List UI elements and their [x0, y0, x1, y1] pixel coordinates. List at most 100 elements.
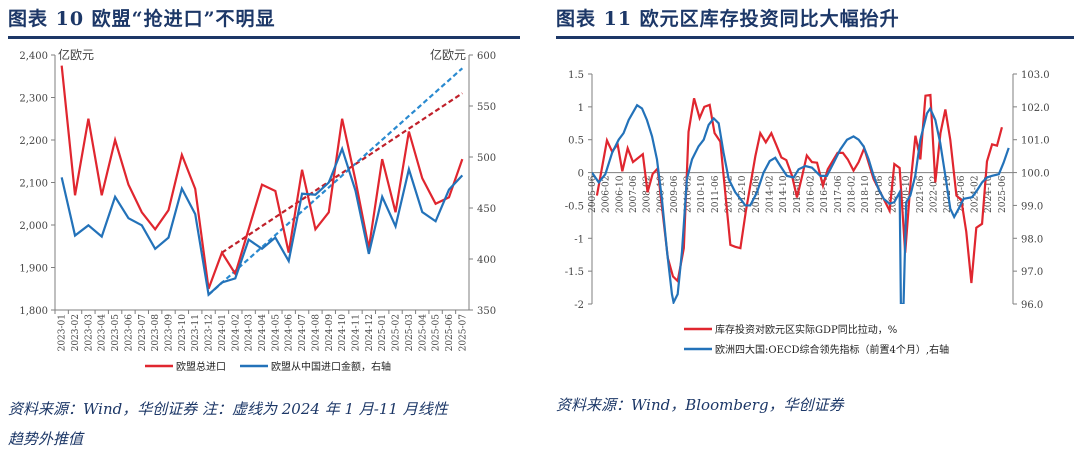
legend-label: 库存投资对欧元区实际GDP同比拉动，%: [715, 323, 897, 336]
x-tick-label: 2024-09: [325, 314, 335, 352]
y-tick-label: 1,900: [19, 264, 48, 275]
x-tick-label: 2008-02: [643, 176, 653, 213]
y2-tick-label: 450: [477, 204, 496, 215]
y-tick-label: 2,100: [19, 179, 48, 190]
x-tick-label: 2024-04: [258, 314, 268, 352]
y-tick-label: 2,400: [19, 51, 48, 62]
right-title-rule: [556, 36, 1074, 39]
x-tick-label: 2014-02: [766, 176, 776, 213]
left-figure-title: 图表 10 欧盟“抢进口”不明显: [8, 8, 276, 30]
x-tick-label: 2023-10: [178, 314, 188, 352]
x-tick-label: 2020-10: [902, 175, 912, 213]
y-tick-label: 2,000: [19, 221, 48, 232]
y2-tick-label: 100.0: [1021, 169, 1050, 180]
x-tick-label: 2025-05: [432, 314, 442, 352]
x-tick-label: 2011-06: [711, 175, 721, 213]
x-tick-label: 2018-10: [861, 175, 871, 213]
right-source: 资料来源：Wind，Bloomberg，华创证券: [556, 396, 844, 414]
y2-tick-label: 350: [477, 306, 496, 317]
x-tick-label: 2010-10: [697, 175, 707, 213]
legend-label: 欧洲四大国:OECD综合领先指标（前置4个月）,右轴: [715, 343, 949, 356]
x-tick-label: 2016-10: [820, 175, 830, 213]
y-tick-label: -1.5: [565, 267, 584, 278]
left-source-line1: 资料来源：Wind，华创证券 注：虚线为 2024 年 1 月-11 月线性: [8, 400, 448, 418]
x-tick-label: 2021-06: [916, 175, 926, 213]
x-tick-label: 2025-02: [392, 314, 402, 351]
y2-tick-label: 102.0: [1021, 103, 1050, 114]
x-tick-label: 2012-10: [738, 175, 748, 213]
x-tick-label: 2025-06: [998, 175, 1008, 213]
x-tick-label: 2023-09: [165, 314, 175, 352]
y2-tick-label: 101.0: [1021, 136, 1050, 147]
y-tick-label: -1: [574, 234, 584, 245]
x-tick-label: 2025-03: [405, 314, 415, 352]
y2-tick-label: 97.0: [1021, 267, 1043, 278]
x-tick-label: 2014-10: [779, 175, 789, 213]
x-tick-label: 2016-02: [807, 176, 817, 213]
series-line: [60, 65, 464, 290]
x-tick-label: 2024-12: [365, 314, 375, 351]
x-tick-label: 2023-11: [191, 314, 201, 351]
x-tick-label: 2024-10: [984, 175, 994, 213]
x-tick-label: 2023-12: [205, 314, 215, 351]
y2-tick-label: 96.0: [1021, 300, 1043, 311]
y-tick-label: -0.5: [565, 201, 584, 212]
y2-tick-label: 98.0: [1021, 234, 1043, 245]
x-tick-label: 2024-07: [298, 314, 308, 352]
x-tick-label: 2025-07: [458, 314, 468, 352]
x-tick-label: 2009-06: [670, 175, 680, 213]
x-tick-label: 2006-02: [602, 176, 612, 213]
x-tick-label: 2023-01: [58, 314, 68, 351]
x-tick-label: 2023-06: [124, 314, 134, 352]
x-tick-label: 2025-01: [378, 314, 388, 351]
x-tick-label: 2023-07: [138, 314, 148, 352]
x-tick-label: 2024-08: [311, 314, 321, 352]
y2-tick-label: 400: [477, 255, 496, 266]
y-unit-label: 亿欧元: [58, 47, 94, 62]
x-tick-label: 2024-05: [271, 314, 281, 352]
x-tick-label: 2006-10: [615, 175, 625, 213]
x-tick-label: 2023-08: [151, 314, 161, 352]
x-tick-label: 2022-02: [930, 176, 940, 213]
y-tick-label: -2: [574, 300, 584, 311]
y-tick-label: 0.5: [568, 136, 584, 147]
x-tick-label: 2024-06: [285, 314, 295, 352]
trend-line: [207, 67, 464, 296]
series-line: [595, 93, 1003, 284]
x-tick-label: 2007-06: [629, 175, 639, 213]
y-tick-label: 1: [578, 103, 584, 114]
y-tick-label: 0: [578, 169, 584, 180]
y-tick-label: 2,300: [19, 94, 48, 105]
x-tick-label: 2017-06: [834, 175, 844, 213]
x-tick-label: 2025-04: [418, 314, 428, 352]
x-tick-label: 2024-02: [231, 314, 241, 351]
x-tick-label: 2005-06: [588, 175, 598, 213]
y2-tick-label: 500: [477, 153, 496, 164]
legend-label: 欧盟从中国进口金额，右轴: [271, 360, 391, 373]
x-tick-label: 2012-02: [725, 176, 735, 213]
x-tick-label: 2020-02: [889, 176, 899, 213]
x-tick-label: 2018-02: [848, 176, 858, 213]
y2-tick-label: 600: [477, 51, 496, 62]
left-title-rule: [8, 36, 520, 39]
x-tick-label: 2024-01: [218, 314, 228, 351]
legend-label: 欧盟总进口: [176, 360, 226, 373]
y2-tick-label: 99.0: [1021, 201, 1043, 212]
trend-line: [221, 92, 463, 254]
x-tick-label: 2023-06: [957, 175, 967, 213]
left-source-line2: 趋势外推值: [8, 430, 84, 448]
x-tick-label: 2023-03: [84, 314, 94, 352]
x-tick-label: 2023-05: [111, 314, 121, 352]
x-tick-label: 2023-04: [98, 314, 108, 352]
x-tick-label: 2019-06: [875, 175, 885, 213]
series-line: [60, 145, 464, 297]
y2-unit-label: 亿欧元: [430, 47, 466, 62]
x-tick-label: 2023-02: [71, 314, 81, 351]
x-tick-label: 2024-03: [245, 314, 255, 352]
x-tick-label: 2010-02: [684, 176, 694, 213]
x-tick-label: 2024-11: [351, 314, 361, 351]
y-tick-label: 1,800: [19, 306, 48, 317]
y-tick-label: 1.5: [568, 70, 584, 81]
x-tick-label: 2024-10: [338, 314, 348, 352]
